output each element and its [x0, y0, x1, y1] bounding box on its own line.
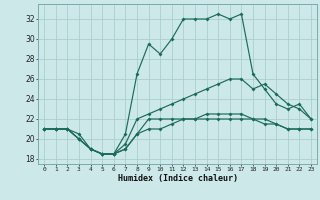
X-axis label: Humidex (Indice chaleur): Humidex (Indice chaleur)	[118, 174, 238, 183]
